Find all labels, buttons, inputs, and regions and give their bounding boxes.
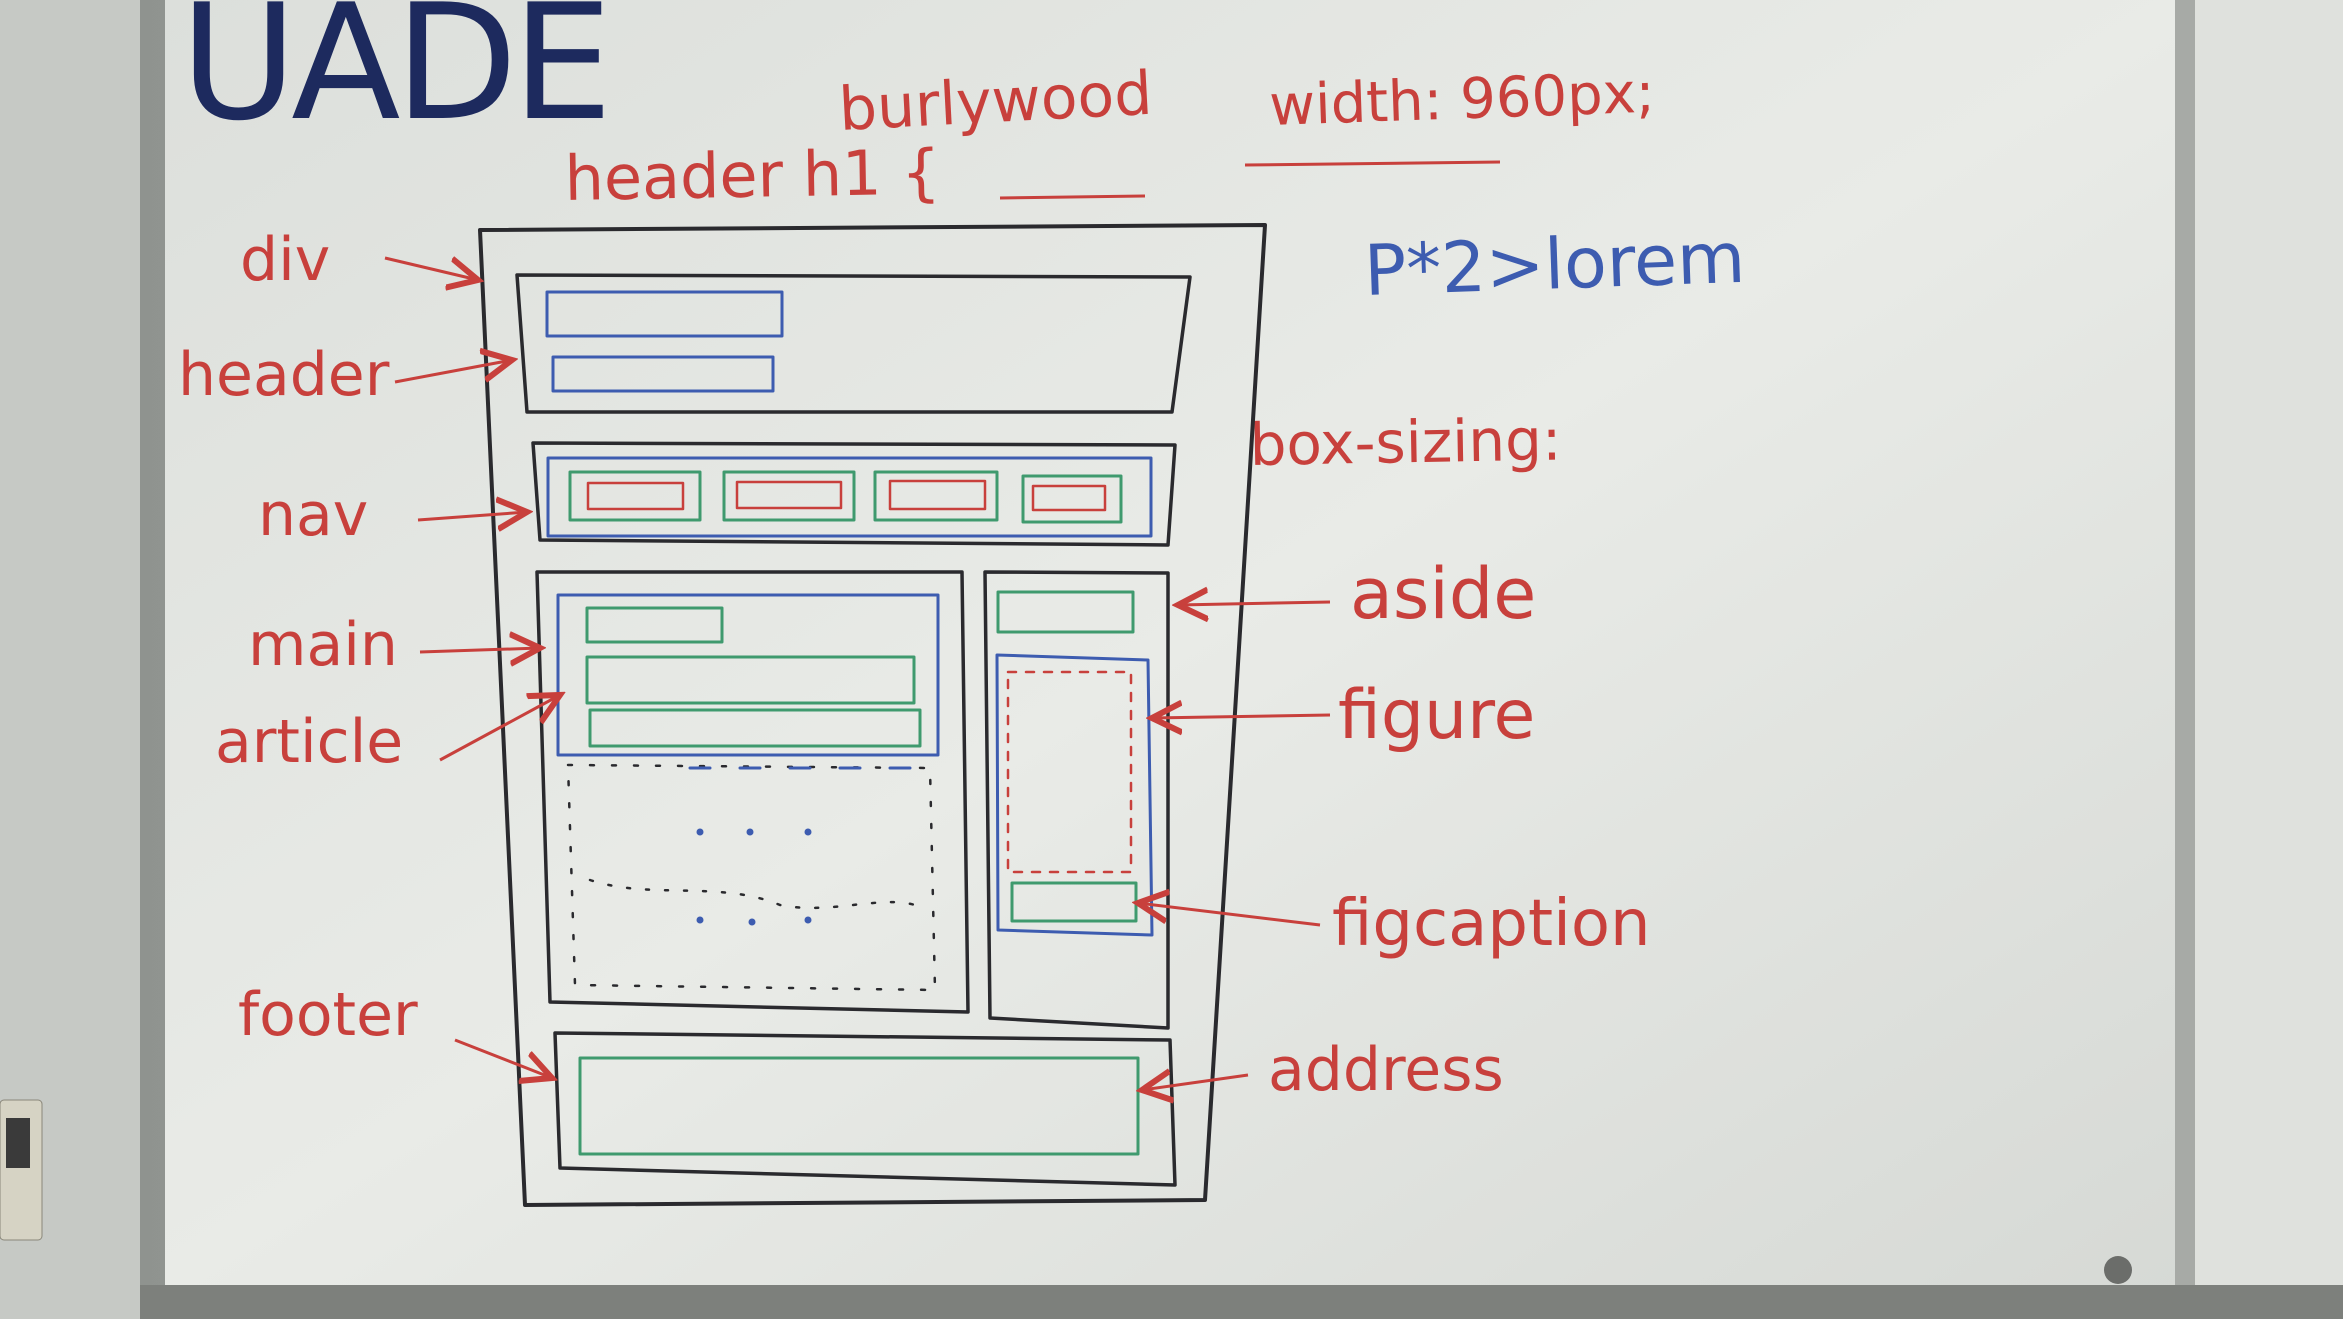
- figure-img-box: [1006, 670, 1133, 874]
- arrow-div: [384, 258, 478, 280]
- marker-tray: [140, 1285, 2343, 1319]
- dot-2: [746, 828, 754, 836]
- address-box: [578, 1056, 1140, 1156]
- label-figcaption: figcaption: [1332, 887, 1651, 961]
- nav-box: [531, 441, 1177, 547]
- arrow-figure: [1152, 715, 1331, 718]
- article-p1-box: [585, 655, 916, 705]
- nav-li-4: [1021, 474, 1123, 524]
- arrow-nav: [417, 512, 527, 520]
- arrow-main: [419, 648, 540, 652]
- nav-link-1: [586, 481, 685, 511]
- article-p2-box: [588, 708, 922, 748]
- label-div: div: [240, 225, 330, 295]
- label-footer: footer: [238, 980, 418, 1050]
- arrow-header: [394, 360, 512, 384]
- note-width: width: 960px;: [1268, 61, 1656, 139]
- label-article: article: [215, 707, 403, 777]
- label-nav: nav: [258, 480, 368, 550]
- nav-li-1: [568, 470, 702, 522]
- label-header: header: [178, 340, 390, 410]
- dot-1: [696, 828, 704, 836]
- aside-box: [983, 570, 1170, 1030]
- note-p2-lorem: P*2>lorem: [1363, 217, 1747, 312]
- header-box: [515, 273, 1192, 414]
- note-header-h1: header h1 {: [564, 135, 941, 215]
- note-box-sizing: box-sizing:: [1249, 406, 1562, 479]
- label-figure: figure: [1338, 676, 1535, 755]
- nav-link-2: [735, 480, 843, 510]
- wireframe: [478, 223, 1267, 1207]
- header-h1-box: [545, 290, 784, 338]
- note-burlywood: burlywood: [837, 59, 1154, 145]
- wall-switch-display: [6, 1118, 30, 1168]
- label-aside: aside: [1350, 553, 1536, 635]
- board-sticker: [2104, 1256, 2132, 1284]
- nav-li-2: [722, 470, 856, 522]
- arrow-footer: [454, 1038, 552, 1078]
- dot-5: [748, 918, 756, 926]
- article-box: [556, 593, 940, 757]
- footer-box: [553, 1031, 1177, 1187]
- dotted-line-1: [588, 878, 917, 910]
- article-h2-box: [585, 606, 724, 644]
- main-box: [535, 570, 970, 1014]
- label-address: address: [1268, 1035, 1504, 1105]
- header-h2-box: [551, 355, 775, 393]
- logo-uade: UADE: [180, 0, 607, 156]
- dot-4: [696, 916, 704, 924]
- arrow-aside: [1178, 602, 1331, 605]
- arrow-article: [439, 695, 560, 762]
- nav-link-4: [1031, 484, 1107, 512]
- note-width-underline: [1244, 160, 1501, 167]
- second-board-surface: [2195, 0, 2343, 1285]
- arrows: [384, 258, 1331, 1090]
- board-surface: [165, 0, 2200, 1285]
- figure-box: [995, 653, 1154, 937]
- aside-h3-box: [996, 590, 1135, 634]
- arrow-address: [1142, 1075, 1249, 1090]
- arrow-figcaption: [1138, 903, 1321, 927]
- dot-3: [804, 828, 812, 836]
- nav-li-3: [873, 470, 999, 522]
- nav-ul-box: [546, 456, 1153, 538]
- note-underline-blank: [999, 194, 1146, 200]
- label-main: main: [248, 610, 398, 680]
- div-box: [478, 223, 1267, 1207]
- dot-6: [804, 916, 812, 924]
- nav-link-3: [888, 479, 987, 511]
